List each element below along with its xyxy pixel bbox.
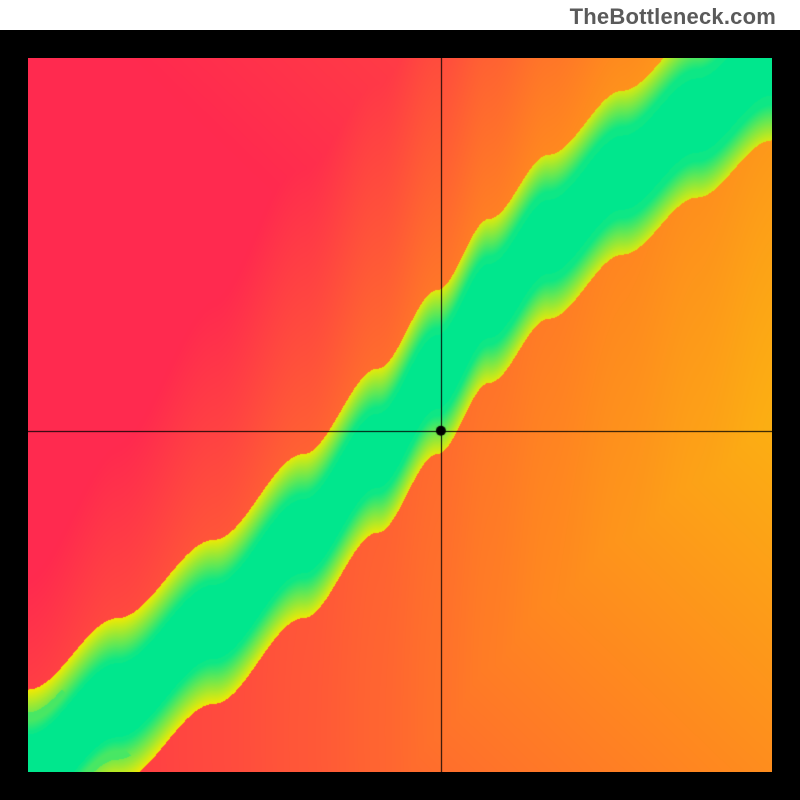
- frame-left: [0, 30, 28, 800]
- frame-top: [0, 30, 800, 58]
- chart-container: TheBottleneck.com: [0, 0, 800, 800]
- crosshair-overlay: [28, 58, 772, 772]
- frame-bottom: [0, 772, 800, 800]
- frame-right: [772, 30, 800, 800]
- attribution-text: TheBottleneck.com: [570, 4, 776, 30]
